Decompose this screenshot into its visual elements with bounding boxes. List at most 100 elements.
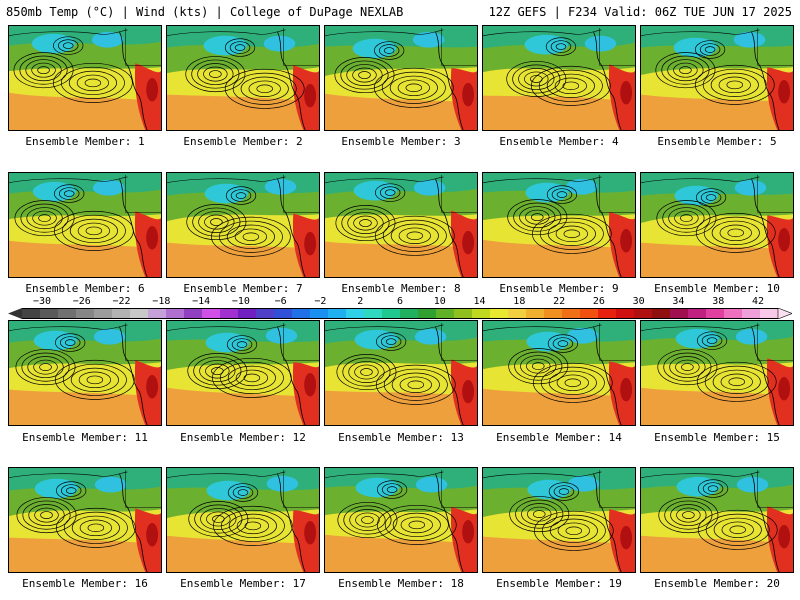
colorbar-swatch	[58, 308, 77, 319]
colorbar-tick-label: −14	[192, 296, 211, 307]
colorbar-swatch	[76, 308, 95, 319]
temperature-field-map	[325, 468, 477, 572]
colorbar-tick-label: 2	[357, 296, 364, 307]
temperature-field-map	[9, 468, 161, 572]
ensemble-map-panel	[324, 25, 478, 131]
colorbar-tick-label: −26	[72, 296, 91, 307]
colorbar-tick-label: −18	[152, 296, 171, 307]
colorbar-tick-label: 6	[396, 296, 404, 307]
colorbar-swatch	[436, 308, 455, 319]
ensemble-member-caption: Ensemble Member: 10	[654, 282, 780, 295]
colorbar-tick-label: 42	[751, 296, 765, 307]
colorbar-swatch	[580, 308, 599, 319]
ensemble-member-caption: Ensemble Member: 17	[180, 577, 306, 590]
temperature-field-map	[167, 468, 319, 572]
colorbar-tick-label: 34	[672, 296, 685, 307]
ensemble-member-caption: Ensemble Member: 5	[657, 135, 777, 148]
colorbar-swatch	[418, 308, 437, 319]
colorbar-swatch	[112, 308, 131, 319]
temperature-field-map	[325, 173, 477, 277]
ensemble-member-caption: Ensemble Member: 1	[25, 135, 145, 148]
colorbar-swatch	[292, 308, 311, 319]
temperature-field-map	[483, 26, 635, 130]
ensemble-map-panel	[324, 467, 478, 573]
colorbar-swatch	[688, 308, 707, 319]
colorbar-swatch	[544, 308, 563, 319]
temperature-field-map	[641, 468, 793, 572]
colorbar-tick-label: −6	[274, 296, 287, 307]
temperature-field-map	[9, 173, 161, 277]
ensemble-map-panel	[640, 25, 794, 131]
map-title: 850mb Temp (°C) | Wind (kts) | College o…	[6, 5, 404, 19]
temperature-field-map	[641, 321, 793, 425]
colorbar-swatch	[184, 308, 203, 319]
ensemble-member-caption: Ensemble Member: 19	[496, 577, 622, 590]
colorbar-swatch	[328, 308, 347, 319]
colorbar-swatch	[94, 308, 113, 319]
temperature-field-map	[483, 321, 635, 425]
colorbar-tick-label: 10	[433, 296, 446, 307]
ensemble-map-panel	[8, 467, 162, 573]
colorbar-swatch	[670, 308, 689, 319]
colorbar-swatch	[760, 308, 779, 319]
ensemble-member-caption: Ensemble Member: 9	[499, 282, 619, 295]
ensemble-map-panel	[166, 172, 320, 278]
temperature-field-map	[167, 173, 319, 277]
colorbar-swatch	[526, 308, 545, 319]
colorbar-swatch	[238, 308, 257, 319]
ensemble-member-caption: Ensemble Member: 3	[341, 135, 461, 148]
colorbar-swatch	[22, 308, 41, 319]
ensemble-map-panel	[482, 467, 636, 573]
ensemble-map-panel	[8, 25, 162, 131]
colorbar-tick-label: 30	[632, 296, 645, 307]
temperature-field-map	[9, 26, 161, 130]
ensemble-map-panel	[324, 320, 478, 426]
ensemble-map-panel	[482, 320, 636, 426]
temperature-field-map	[483, 173, 635, 277]
colorbar-swatch	[382, 308, 401, 319]
ensemble-member-caption: Ensemble Member: 15	[654, 431, 780, 444]
ensemble-member-caption: Ensemble Member: 14	[496, 431, 622, 444]
colorbar-tick-label: −30	[32, 296, 52, 307]
ensemble-map-panel	[640, 467, 794, 573]
ensemble-member-caption: Ensemble Member: 20	[654, 577, 780, 590]
colorbar-swatch	[562, 308, 581, 319]
colorbar-tick-label: 14	[473, 296, 486, 307]
ensemble-member-caption: Ensemble Member: 12	[180, 431, 306, 444]
ensemble-member-caption: Ensemble Member: 11	[22, 431, 148, 444]
colorbar-swatch	[634, 308, 653, 319]
ensemble-map-panel	[482, 172, 636, 278]
colorbar-swatch	[490, 308, 509, 319]
colorbar-tick-label: 18	[513, 296, 526, 307]
ensemble-member-caption: Ensemble Member: 4	[499, 135, 619, 148]
colorbar-tick-label: 22	[553, 296, 566, 307]
ensemble-map-panel	[166, 25, 320, 131]
ensemble-member-caption: Ensemble Member: 13	[338, 431, 464, 444]
ensemble-map-panel	[166, 467, 320, 573]
temperature-field-map	[325, 321, 477, 425]
colorbar-tick-label: 26	[592, 296, 605, 307]
colorbar-swatch	[166, 308, 185, 319]
colorbar-scale	[8, 308, 792, 319]
ensemble-member-caption: Ensemble Member: 6	[25, 282, 145, 295]
colorbar-swatch	[202, 308, 221, 319]
ensemble-map-panel	[482, 25, 636, 131]
colorbar-max-arrow	[777, 308, 792, 319]
ensemble-map-panel	[8, 172, 162, 278]
colorbar-swatch	[40, 308, 59, 319]
colorbar-swatch	[400, 308, 419, 319]
temperature-field-map	[641, 173, 793, 277]
temperature-field-map	[641, 26, 793, 130]
colorbar-swatch	[724, 308, 743, 319]
colorbar-tick-label: −22	[112, 296, 131, 307]
temperature-field-map	[325, 26, 477, 130]
ensemble-member-caption: Ensemble Member: 7	[183, 282, 303, 295]
colorbar-swatch	[346, 308, 365, 319]
temperature-field-map	[167, 26, 319, 130]
colorbar-tick-label: −10	[231, 296, 250, 307]
colorbar-swatch	[274, 308, 293, 319]
colorbar-swatch	[220, 308, 239, 319]
colorbar-min-arrow	[8, 308, 22, 319]
colorbar-tick-label: −2	[314, 296, 327, 307]
ensemble-map-panel	[640, 172, 794, 278]
